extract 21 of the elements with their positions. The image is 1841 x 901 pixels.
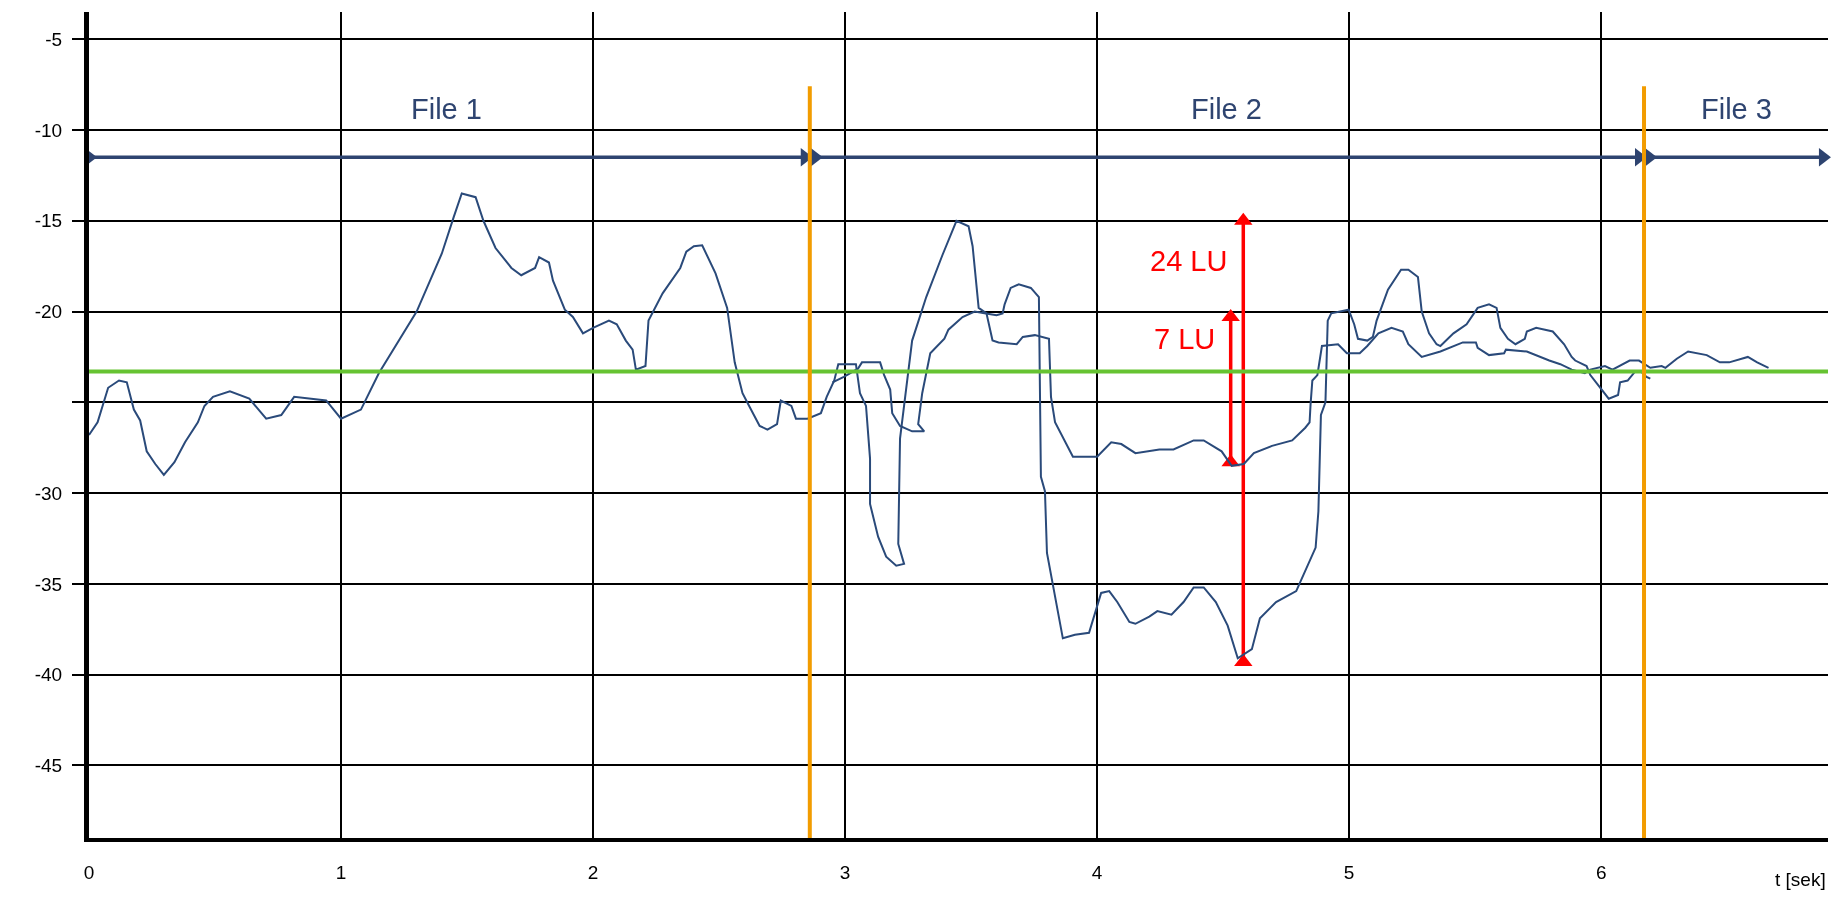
x-axis-title: t [sek] bbox=[1775, 869, 1826, 890]
x-tick-label: 2 bbox=[587, 861, 599, 883]
annotation: File 2 bbox=[1191, 93, 1262, 125]
y-tick-label: -45 bbox=[34, 755, 63, 777]
annotation: File 3 bbox=[1701, 93, 1772, 125]
y-tick-label: -35 bbox=[34, 573, 63, 595]
y-tick-label: -5 bbox=[45, 28, 63, 50]
y-tick-label: -40 bbox=[34, 664, 63, 686]
x-tick-label: 1 bbox=[335, 861, 347, 883]
y-tick-label: -30 bbox=[34, 482, 63, 504]
x-tick-label: 5 bbox=[1343, 861, 1355, 883]
x-tick-label: 0 bbox=[83, 861, 95, 883]
annotation: File 1 bbox=[411, 93, 482, 125]
y-tick-label: -15 bbox=[34, 210, 63, 232]
x-tick-label: 3 bbox=[839, 861, 851, 883]
annotation: 7 LU bbox=[1154, 323, 1216, 355]
annotation: 24 LU bbox=[1150, 245, 1228, 277]
y-tick-label: -20 bbox=[34, 301, 63, 323]
y-tick-label: -10 bbox=[34, 119, 63, 141]
x-tick-label: 6 bbox=[1595, 861, 1607, 883]
x-tick-label: 4 bbox=[1091, 861, 1103, 883]
